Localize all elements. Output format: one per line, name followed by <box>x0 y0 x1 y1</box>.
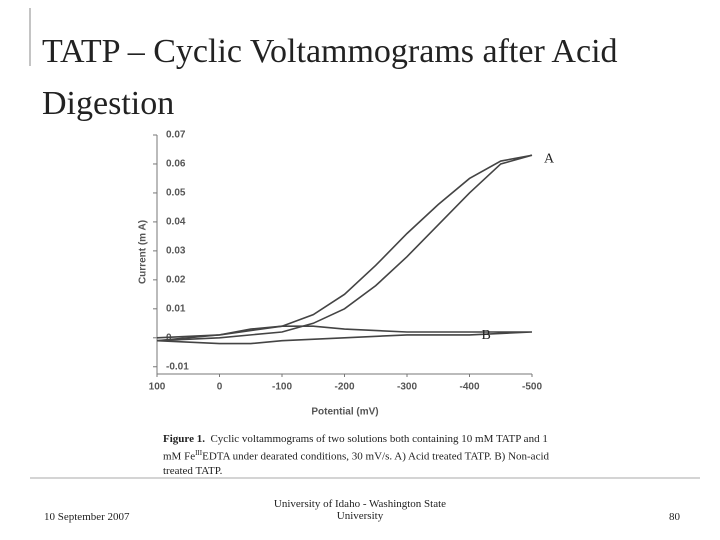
y-tick-label: 0.03 <box>166 246 186 257</box>
caption-text: EDTA under dearated conditions, 30 mV/s.… <box>163 450 550 477</box>
series-label: B <box>482 328 491 343</box>
y-tick-label: 0.04 <box>166 217 186 228</box>
slide-title: TATP – Cyclic Voltammograms after Acid D… <box>42 33 618 122</box>
x-tick-label: 100 <box>149 382 166 393</box>
series-label: A <box>544 151 555 166</box>
x-tick-label: -200 <box>334 382 354 393</box>
page-number: 80 <box>669 511 680 523</box>
caption-text: Cyclic voltammograms of two solutions bo… <box>163 433 548 463</box>
y-tick-label: 0.05 <box>166 188 186 199</box>
footer-date: 10 September 2007 <box>44 511 130 523</box>
footer-center: University of Idaho - Washington State U… <box>273 498 447 522</box>
series-line <box>156 325 533 345</box>
y-tick-label: 0.07 <box>166 130 186 141</box>
caption-label: Figure 1. <box>163 433 205 445</box>
y-axis-label: Current (m A) <box>138 220 149 284</box>
y-tick-label: 0.02 <box>166 274 186 285</box>
x-tick-label: 0 <box>217 382 223 393</box>
x-tick-label: -400 <box>459 382 479 393</box>
caption: Figure 1. Cyclic voltammograms of two so… <box>163 432 558 478</box>
caption-superscript: III <box>195 449 203 457</box>
y-tick-label: -0.01 <box>166 361 189 372</box>
y-tick-label: 0.01 <box>166 303 186 314</box>
x-tick-label: -500 <box>522 382 542 393</box>
x-axis-label: Potential (mV) <box>311 407 378 418</box>
y-tick-label: 0.06 <box>166 159 186 170</box>
x-tick-label: -300 <box>397 382 417 393</box>
series-line <box>156 154 533 342</box>
x-tick-label: -100 <box>272 382 292 393</box>
